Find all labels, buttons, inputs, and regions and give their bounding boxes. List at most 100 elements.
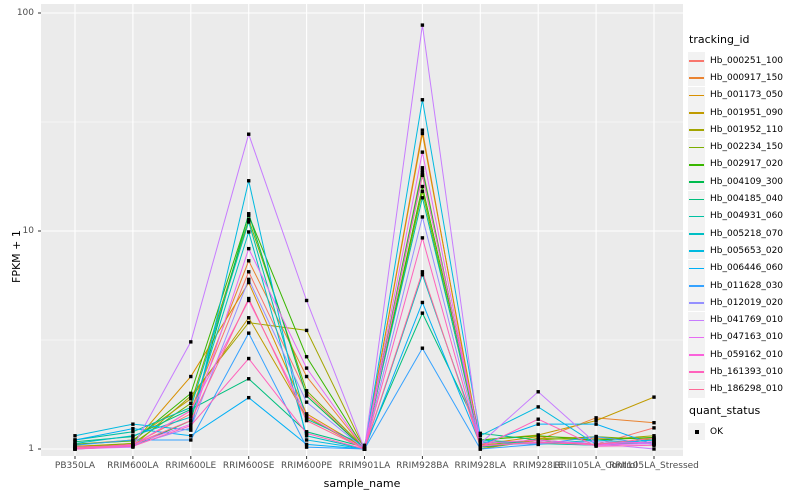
legend-item: Hb_004931_060 bbox=[688, 207, 800, 225]
legend-item: Hb_001951_090 bbox=[688, 104, 800, 122]
data-point bbox=[247, 395, 251, 400]
line-key-icon bbox=[688, 121, 705, 139]
legend-item-label: Hb_000917_150 bbox=[710, 72, 784, 83]
legend-item-label: Hb_001951_090 bbox=[710, 107, 784, 118]
line-key-icon bbox=[688, 138, 705, 156]
legend-item: Hb_059162_010 bbox=[688, 346, 800, 364]
data-point bbox=[189, 438, 193, 442]
legend-item-label: Hb_002917_020 bbox=[710, 159, 784, 170]
data-point bbox=[420, 166, 425, 170]
legend-item: Hb_004185_040 bbox=[688, 190, 800, 208]
data-point bbox=[652, 436, 656, 440]
x-tick-label: RRIM600LE bbox=[165, 461, 217, 471]
line-key-icon bbox=[688, 277, 705, 294]
data-point bbox=[304, 445, 309, 449]
data-point bbox=[131, 426, 135, 431]
legend-item-ok: OK bbox=[688, 423, 800, 441]
data-point bbox=[304, 394, 309, 398]
line-key-icon bbox=[688, 173, 705, 191]
legend-item: Hb_047163_010 bbox=[688, 328, 800, 346]
data-point bbox=[304, 328, 309, 333]
data-point bbox=[304, 400, 309, 404]
data-point bbox=[189, 394, 193, 398]
legend-item-label: Hb_004109_300 bbox=[710, 176, 784, 187]
y-tick-label: 10 bbox=[22, 226, 34, 236]
data-point bbox=[247, 246, 251, 251]
x-tick-label: RRIM928LE bbox=[512, 461, 564, 471]
data-point bbox=[420, 196, 425, 200]
data-point bbox=[304, 412, 309, 416]
line-key-icon bbox=[688, 190, 705, 208]
data-point bbox=[131, 444, 135, 448]
line-key-icon bbox=[688, 242, 705, 260]
legend-item-label: Hb_161393_010 bbox=[710, 366, 784, 377]
data-point bbox=[420, 346, 425, 350]
legend-item: Hb_002234_150 bbox=[688, 138, 800, 156]
data-point bbox=[594, 434, 598, 439]
data-point bbox=[247, 220, 251, 224]
legend-item-label: OK bbox=[710, 426, 723, 437]
line-key-icon bbox=[688, 346, 705, 364]
data-point bbox=[420, 131, 425, 136]
data-point bbox=[73, 441, 77, 446]
data-point bbox=[420, 215, 425, 219]
legend-item-label: Hb_002234_150 bbox=[710, 142, 784, 153]
data-point bbox=[247, 280, 251, 285]
data-point bbox=[73, 446, 77, 450]
legend-item-label: Hb_186298_010 bbox=[710, 384, 784, 395]
line-key-icon bbox=[688, 294, 705, 312]
data-point bbox=[189, 434, 193, 438]
legend-item: Hb_002917_020 bbox=[688, 155, 800, 173]
data-point bbox=[536, 417, 540, 421]
line-key-icon bbox=[688, 52, 705, 70]
legend-item: Hb_005218_070 bbox=[688, 225, 800, 243]
data-point bbox=[304, 355, 309, 359]
data-point bbox=[362, 445, 367, 449]
line-key-icon bbox=[688, 104, 705, 122]
data-point bbox=[478, 431, 482, 436]
x-tick-label: RRIM600LA bbox=[107, 461, 159, 471]
legend-item-label: Hb_005218_070 bbox=[710, 228, 784, 239]
data-point bbox=[652, 441, 656, 446]
data-point bbox=[247, 316, 251, 320]
legend-title: tracking_id bbox=[689, 33, 750, 46]
data-point bbox=[478, 434, 482, 438]
legend-item: Hb_000251_100 bbox=[688, 52, 800, 70]
data-point bbox=[304, 431, 309, 436]
data-point bbox=[189, 428, 193, 432]
data-point bbox=[131, 438, 135, 442]
legend-tracking-id: tracking_id Hb_000251_100 Hb_000917_150 Hb… bbox=[688, 33, 800, 398]
data-point bbox=[420, 270, 425, 274]
x-tick-label: RRII105LA_Control bbox=[554, 461, 638, 471]
data-point bbox=[420, 128, 425, 132]
data-point bbox=[652, 426, 656, 430]
data-point bbox=[247, 331, 251, 335]
line-key-icon bbox=[688, 311, 705, 329]
legend-item-label: Hb_000251_100 bbox=[710, 55, 784, 66]
legend-quant-status: quant_status OK bbox=[688, 404, 800, 441]
data-point bbox=[247, 298, 251, 303]
data-point bbox=[247, 270, 251, 274]
data-point bbox=[652, 395, 656, 399]
data-point bbox=[247, 277, 251, 282]
data-point bbox=[189, 340, 193, 344]
data-point bbox=[536, 440, 540, 445]
data-point bbox=[189, 374, 193, 379]
legend-item-label: Hb_011628_030 bbox=[710, 280, 784, 291]
legend-item-label: Hb_041769_010 bbox=[710, 315, 784, 326]
legend-item-label: Hb_006446_060 bbox=[710, 263, 784, 274]
point-key-icon bbox=[688, 423, 705, 441]
legend-item: Hb_012019_020 bbox=[688, 294, 800, 312]
y-axis-title: FPKM + 1 bbox=[10, 230, 23, 283]
data-point bbox=[189, 397, 193, 401]
x-tick-label: RRIM600SE bbox=[222, 461, 275, 471]
line-key-icon bbox=[688, 380, 705, 398]
x-tick-label: RRII105LA_Stressed bbox=[609, 461, 699, 471]
legend-item: Hb_005653_020 bbox=[688, 242, 800, 260]
x-tick-label: PB350LA bbox=[54, 461, 96, 471]
panel-background bbox=[41, 4, 683, 456]
data-point bbox=[594, 418, 598, 423]
data-point bbox=[420, 23, 425, 27]
legend-item: Hb_041769_010 bbox=[688, 311, 800, 329]
line-key-icon bbox=[688, 259, 705, 277]
